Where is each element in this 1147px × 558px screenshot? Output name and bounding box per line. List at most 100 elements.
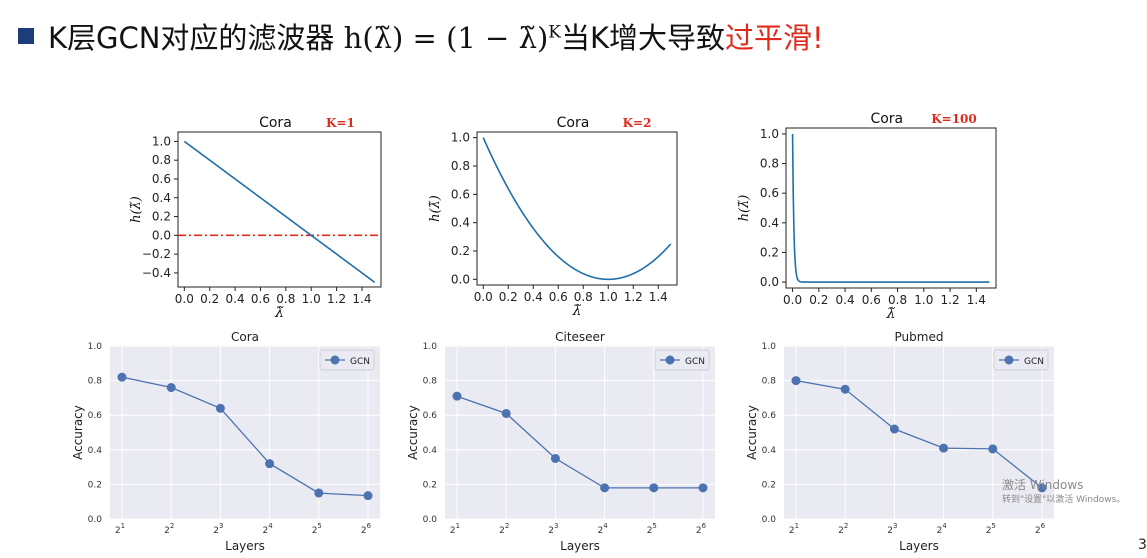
x-tick-label: 0.6 <box>549 290 568 304</box>
legend-box <box>654 349 710 371</box>
data-point <box>363 491 373 501</box>
x-tick-label: 0.8 <box>574 290 593 304</box>
x-tick-exponent: 6 <box>1041 522 1046 530</box>
y-axis-label: Accuracy <box>71 405 85 460</box>
x-tick-label: 0.2 <box>809 293 828 307</box>
data-point <box>550 453 560 463</box>
filter-chart-1: Cora K=1 0.0 0.2 0.4 0.6 0.8 1.0 1.2 1.4 −0.4 −0.2 0… <box>129 115 382 321</box>
watermark-line1: 激活 Windows <box>1002 478 1084 492</box>
filter-curve <box>791 133 990 283</box>
x-tick-label: 1.4 <box>967 293 986 307</box>
x-tick-label: 0.0 <box>783 293 802 307</box>
legend-label: GCN <box>1024 357 1044 367</box>
series-line <box>456 395 703 489</box>
y-tick-label: 0.6 <box>451 187 470 201</box>
y-tick-label: 1.0 <box>762 342 777 352</box>
x-tick-label: 23 <box>887 522 897 536</box>
x-tick-label: 0.4 <box>226 292 245 306</box>
data-point <box>1037 483 1047 493</box>
x-tick-exponent: 4 <box>942 522 947 530</box>
y-tick-label: 0.0 <box>762 515 777 525</box>
x-tick-exponent: 6 <box>702 522 707 530</box>
x-tick-label: 24 <box>597 522 608 536</box>
x-tick-exponent: 2 <box>170 522 174 530</box>
title-end: ! <box>812 21 824 55</box>
y-axis-label: Accuracy <box>745 405 759 460</box>
accuracy-chart-pubmed: 0.00.20.40.60.81.021 22 23 24 25 26PubmedLaye… <box>745 330 1054 553</box>
filter-chart-2: Cora K=2 0.0 0.2 0.4 0.6 0.8 1.0 1.2 1.4 0.0 0.2 0.4… <box>428 115 678 319</box>
y-tick-label: 0.0 <box>760 275 779 289</box>
y-axis-label: Accuracy <box>406 405 420 460</box>
y-tick-label: 1.0 <box>423 342 438 352</box>
x-tick-exponent: 1 <box>456 522 460 530</box>
data-point <box>117 372 127 382</box>
x-axis-label: λ̃ <box>572 303 582 319</box>
x-tick-label: 25 <box>312 522 322 536</box>
y-tick-label: 0.4 <box>152 191 171 205</box>
x-tick-exponent: 4 <box>268 522 273 530</box>
y-tick-label: −0.4 <box>142 266 171 280</box>
x-tick-label: 26 <box>696 522 707 536</box>
x-tick-label: 21 <box>789 522 799 536</box>
data-point <box>600 483 610 493</box>
chart-title: Citeseer <box>555 330 605 344</box>
x-tick-label: 26 <box>1035 522 1046 536</box>
x-tick-label: 23 <box>213 522 223 536</box>
y-tick-label: 0.8 <box>762 377 777 387</box>
data-point <box>166 383 176 393</box>
accuracy-chart-citeseer: 0.00.20.40.60.81.021 22 23 24 25 26CiteseerLa… <box>406 330 715 553</box>
y-tick-label: 1.0 <box>152 134 171 148</box>
title-mid: 当K增大导致 <box>560 21 726 55</box>
filter-curve <box>482 137 672 281</box>
x-tick-exponent: 4 <box>603 522 608 530</box>
data-point <box>452 391 462 401</box>
y-tick-label: 1.0 <box>760 127 779 141</box>
formula: h(λ̃) = (1 − λ̃) <box>343 21 549 55</box>
x-tick-label: 1.4 <box>352 292 371 306</box>
x-tick-exponent: 6 <box>367 522 372 530</box>
y-tick-label: 0.4 <box>760 216 779 230</box>
x-axis-label: Layers <box>899 539 939 553</box>
data-point <box>265 459 275 469</box>
x-axis-label: Layers <box>560 539 600 553</box>
x-tick-exponent: 2 <box>505 522 509 530</box>
data-point <box>939 443 949 453</box>
y-tick-label: 0.6 <box>152 172 171 186</box>
slide-title: K层GCN对应的滤波器 h(λ̃) = (1 − λ̃)K当K增大导致过平滑! <box>18 8 824 64</box>
x-tick-exponent: 3 <box>554 522 558 530</box>
legend-label: GCN <box>350 357 370 367</box>
y-tick-label: −0.2 <box>142 247 171 261</box>
data-point <box>501 408 511 418</box>
data-point <box>649 483 659 493</box>
data-point <box>314 488 324 498</box>
y-tick-label: 1.0 <box>451 131 470 145</box>
y-axis-label: h(λ̃) <box>737 195 752 222</box>
x-tick-label: 24 <box>262 522 273 536</box>
y-tick-label: 0.2 <box>451 244 470 258</box>
bullet-square-icon <box>18 28 34 44</box>
x-tick-label: 0.4 <box>524 290 543 304</box>
data-point <box>215 403 225 413</box>
x-tick-label: 0.0 <box>175 292 194 306</box>
page-number: 3 <box>1138 537 1147 553</box>
x-tick-label: 22 <box>499 522 509 536</box>
y-tick-label: 0.2 <box>423 480 437 490</box>
y-tick-label: 1.0 <box>88 342 103 352</box>
x-tick-label: 1.0 <box>599 290 618 304</box>
title-prefix: K层GCN对应的滤波器 <box>48 21 344 55</box>
chart-title: Pubmed <box>895 330 944 344</box>
y-tick-label: 0.4 <box>88 446 103 456</box>
y-axis-label: h(λ̃) <box>428 195 443 222</box>
x-axis-label: λ̃ <box>274 305 284 321</box>
x-tick-exponent: 5 <box>652 522 656 530</box>
x-tick-label: 22 <box>164 522 174 536</box>
data-point <box>889 424 899 434</box>
x-axis-label: Layers <box>225 539 265 553</box>
y-tick-label: 0.0 <box>88 515 103 525</box>
y-tick-label: 0.4 <box>423 446 438 456</box>
y-axis-label: h(λ̃) <box>129 196 144 223</box>
x-tick-exponent: 1 <box>121 522 125 530</box>
x-axis-label: λ̃ <box>886 306 896 322</box>
k-annotation: K=1 <box>326 116 355 130</box>
